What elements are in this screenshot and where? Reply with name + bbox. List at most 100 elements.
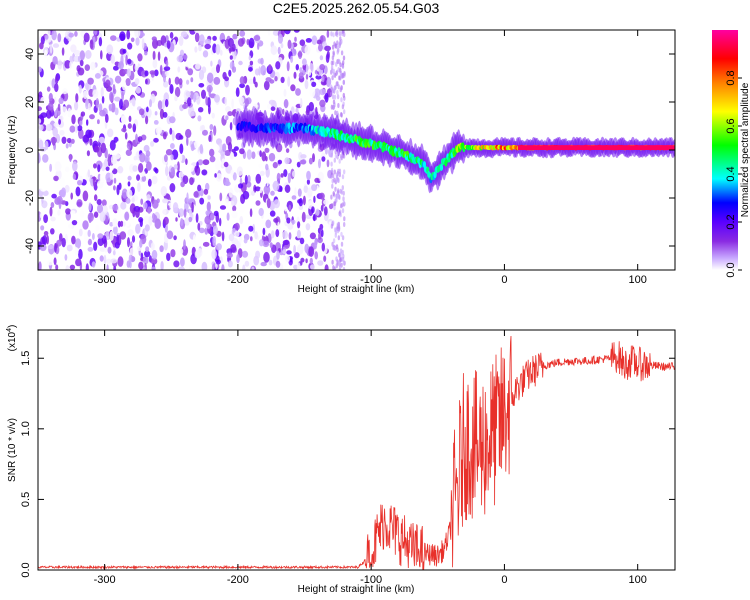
noise-speckle (38, 118, 42, 124)
noise-speckle (160, 186, 167, 197)
noise-speckle (197, 115, 202, 122)
noise-speckle (93, 30, 98, 36)
noise-speckle (323, 199, 329, 205)
noise-speckle (225, 106, 231, 113)
noise-speckle (251, 151, 256, 159)
noise-speckle (214, 173, 217, 178)
noise-speckle (309, 232, 316, 240)
noise-speckle (46, 235, 49, 245)
noise-speckle (99, 172, 106, 183)
noise-speckle (82, 90, 89, 100)
noise-speckle (53, 257, 57, 266)
noise-speckle (288, 204, 292, 211)
snr-data-point (610, 358, 611, 359)
noise-speckle (239, 177, 243, 186)
noise-speckle (162, 111, 168, 118)
noise-speckle (318, 44, 323, 52)
snr-data-point (171, 567, 172, 568)
noise-speckle (109, 222, 114, 227)
noise-speckle (268, 64, 272, 72)
noise-speckle (332, 245, 335, 251)
noise-speckle (301, 211, 306, 223)
snr-x-axis-label: Height of straight line (km) (298, 584, 415, 595)
noise-speckle (87, 77, 94, 85)
noise-speckle (147, 37, 153, 45)
noise-speckle (296, 161, 301, 168)
noise-speckle (178, 135, 184, 140)
noise-speckle (131, 197, 135, 203)
noise-speckle (169, 127, 173, 135)
noise-speckle (76, 199, 83, 208)
noise-speckle (338, 75, 341, 81)
noise-speckle (311, 184, 318, 192)
noise-speckle (100, 142, 107, 154)
noise-speckle (223, 161, 229, 168)
noise-speckle (296, 262, 301, 270)
noise-speckle (106, 264, 109, 270)
noise-speckle (121, 79, 127, 91)
noise-speckle (338, 266, 342, 270)
noise-speckle (57, 103, 61, 112)
noise-speckle (330, 173, 333, 179)
noise-speckle (127, 123, 132, 129)
y-tick-label: 40 (24, 48, 36, 60)
noise-speckle (137, 182, 141, 193)
noise-speckle (129, 247, 136, 256)
noise-speckle (169, 116, 176, 124)
noise-speckle (298, 72, 304, 79)
snr-data-point (477, 449, 478, 450)
noise-speckle (228, 233, 235, 242)
noise-speckle (114, 107, 119, 116)
noise-speckle (135, 86, 141, 94)
snr-marks (38, 335, 675, 570)
noise-speckle (204, 215, 211, 225)
noise-speckle (182, 54, 188, 60)
noise-speckle (207, 195, 211, 200)
spectrogram-y-axis-label: Frequency (Hz) (7, 116, 18, 185)
noise-speckle (61, 237, 66, 248)
noise-speckle (282, 230, 289, 239)
noise-speckle (52, 127, 58, 137)
noise-speckle (99, 255, 104, 262)
colorbar-tick-label: 0.8 (725, 70, 737, 85)
noise-speckle (179, 143, 184, 155)
noise-speckle (206, 72, 214, 84)
noise-speckle (229, 122, 233, 131)
noise-speckle (251, 190, 255, 196)
noise-speckle (212, 225, 218, 235)
noise-speckle (331, 94, 335, 100)
snr-data-point (384, 520, 385, 521)
noise-speckle (187, 68, 194, 76)
noise-speckle (253, 76, 256, 85)
noise-speckle (97, 233, 104, 239)
snr-y-scale-exponent: 4 (6, 328, 13, 332)
noise-speckle (110, 102, 116, 113)
noise-speckle (118, 182, 122, 190)
noise-speckle (272, 180, 280, 192)
noise-speckle (210, 60, 213, 67)
noise-speckle (185, 91, 191, 97)
noise-speckle (118, 147, 123, 153)
noise-speckle (61, 187, 66, 198)
noise-speckle (50, 202, 55, 208)
noise-speckle (185, 128, 192, 138)
noise-speckle (246, 149, 252, 160)
noise-speckle (131, 235, 136, 243)
noise-speckle (156, 198, 160, 204)
noise-speckle (103, 254, 107, 265)
noise-speckle (334, 186, 337, 192)
noise-speckle (229, 151, 235, 160)
noise-speckle (336, 94, 340, 100)
snr-data-point (650, 365, 651, 366)
noise-speckle (227, 37, 234, 48)
noise-speckle (215, 159, 221, 171)
noise-speckle (89, 114, 95, 120)
noise-speckle (325, 53, 330, 63)
noise-speckle (250, 236, 253, 242)
noise-speckle (264, 147, 270, 153)
noise-speckle (253, 255, 260, 266)
noise-speckle (85, 50, 92, 59)
colorbar-label: Normalized spectral amplitude (740, 82, 750, 217)
noise-speckle (252, 223, 256, 234)
noise-speckle (193, 191, 199, 198)
